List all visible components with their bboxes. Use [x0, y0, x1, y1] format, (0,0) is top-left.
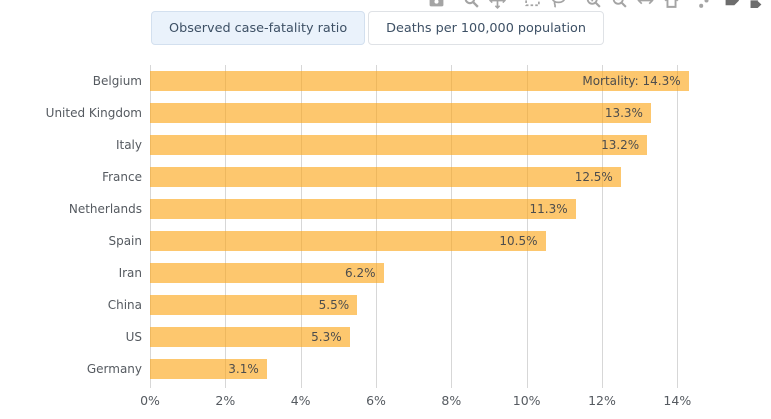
bar-value-label: 5.5%: [318, 298, 350, 312]
gridline: [300, 65, 302, 388]
zoom-icon[interactable]: [463, 0, 480, 9]
x-tick-label: 12%: [588, 393, 616, 408]
bar-track: Mortality: 14.3%: [150, 71, 715, 91]
x-tick-label: 10%: [512, 393, 541, 408]
gridline: [225, 65, 227, 388]
bar-track: 12.5%: [150, 167, 715, 187]
bar-track: 3.1%: [150, 359, 715, 379]
bar[interactable]: 5.3%: [150, 327, 350, 347]
y-axis-label: Italy: [115, 138, 142, 152]
bar[interactable]: 10.5%: [150, 231, 546, 251]
bar-value-label: Mortality: 14.3%: [582, 74, 681, 88]
bar-row: US 5.3%: [0, 321, 715, 353]
y-axis-label: United Kingdom: [45, 106, 142, 120]
plotly-modebar: [419, 0, 767, 11]
gridline: [451, 65, 453, 388]
gridlines: [150, 65, 715, 388]
bar[interactable]: 5.5%: [150, 295, 358, 315]
gridline: [677, 65, 679, 388]
autoscale-icon[interactable]: [637, 0, 654, 9]
gridline: [150, 65, 151, 388]
camera-icon[interactable]: [428, 0, 445, 9]
y-axis-label: China: [107, 298, 142, 312]
bar-track: 13.2%: [150, 135, 715, 155]
bar-track: 11.3%: [150, 199, 715, 219]
bar-row: China 5.5%: [0, 289, 715, 321]
hover-compare-icon[interactable]: [750, 0, 767, 9]
toggle-spikelines-icon[interactable]: [698, 0, 715, 9]
pan-icon[interactable]: [489, 0, 506, 9]
bar-row: Iran 6.2%: [0, 257, 715, 289]
bar-track: 6.2%: [150, 263, 715, 283]
gridline: [602, 65, 603, 388]
x-axis: 0% 2% 4% 6% 8% 10% 12% 14%: [140, 393, 715, 411]
bar-value-label: 10.5%: [499, 234, 538, 248]
bar-value-label: 13.3%: [604, 106, 643, 120]
y-axis-label: Netherlands: [68, 202, 142, 216]
tab-observed-case-fatality-ratio[interactable]: Observed case-fatality ratio: [151, 11, 366, 45]
y-axis-label: France: [102, 170, 142, 184]
bar[interactable]: 12.5%: [150, 167, 621, 187]
hover-closest-icon[interactable]: [724, 0, 741, 9]
bar-track: 13.3%: [150, 103, 715, 123]
box-select-icon[interactable]: [524, 0, 541, 9]
bar-value-label: 11.3%: [529, 202, 568, 216]
bar-row: Netherlands 11.3%: [0, 193, 715, 225]
lasso-select-icon[interactable]: [550, 0, 567, 9]
bar-chart: Belgium Mortality: 14.3% United Kingdom 13.…: [0, 65, 771, 410]
bar-rows: Belgium Mortality: 14.3% United Kingdom 13.…: [0, 65, 715, 385]
bar[interactable]: 6.2%: [150, 263, 384, 283]
bar[interactable]: 13.3%: [150, 103, 651, 123]
gridline: [376, 65, 377, 388]
x-tick-label: 2%: [215, 393, 236, 408]
bar-row: Italy 13.2%: [0, 129, 715, 161]
bar-track: 10.5%: [150, 231, 715, 251]
bar-value-label: 5.3%: [311, 330, 342, 344]
y-axis-label: Spain: [108, 234, 142, 248]
bar[interactable]: 13.2%: [150, 135, 648, 155]
zoom-in-icon[interactable]: [585, 0, 602, 9]
y-axis-label: Iran: [118, 266, 142, 280]
bar[interactable]: Mortality: 14.3%: [150, 71, 689, 91]
x-tick-label: 8%: [441, 393, 462, 408]
x-tick-label: 6%: [366, 393, 386, 408]
bar-row: United Kingdom 13.3%: [0, 97, 715, 129]
x-tick-label: 0%: [140, 393, 160, 408]
tab-label: Observed case-fatality ratio: [169, 20, 348, 36]
y-axis-label: Belgium: [92, 74, 142, 88]
bar-value-label: 3.1%: [228, 362, 259, 376]
bar-row: Germany 3.1%: [0, 353, 715, 385]
bar-row: France 12.5%: [0, 161, 715, 193]
zoom-out-icon[interactable]: [611, 0, 628, 9]
bar-row: Spain 10.5%: [0, 225, 715, 257]
metric-tabs: Observed case-fatality ratio Deaths per …: [151, 11, 604, 45]
bar[interactable]: 11.3%: [150, 199, 576, 219]
bar-row: Belgium Mortality: 14.3%: [0, 65, 715, 97]
tab-label: Deaths per 100,000 population: [386, 20, 586, 36]
y-axis-label: US: [125, 330, 142, 344]
y-axis-label: Germany: [86, 362, 142, 376]
reset-axes-icon[interactable]: [663, 0, 680, 9]
tab-deaths-per-100000-population[interactable]: Deaths per 100,000 population: [368, 11, 604, 45]
bar[interactable]: 3.1%: [150, 359, 267, 379]
bar-track: 5.5%: [150, 295, 715, 315]
bar-track: 5.3%: [150, 327, 715, 347]
bar-value-label: 13.2%: [601, 138, 640, 152]
gridline: [526, 65, 528, 388]
bar-value-label: 6.2%: [345, 266, 376, 280]
bar-value-label: 12.5%: [574, 170, 613, 184]
x-tick-label: 14%: [663, 393, 692, 408]
x-tick-label: 4%: [290, 393, 311, 408]
